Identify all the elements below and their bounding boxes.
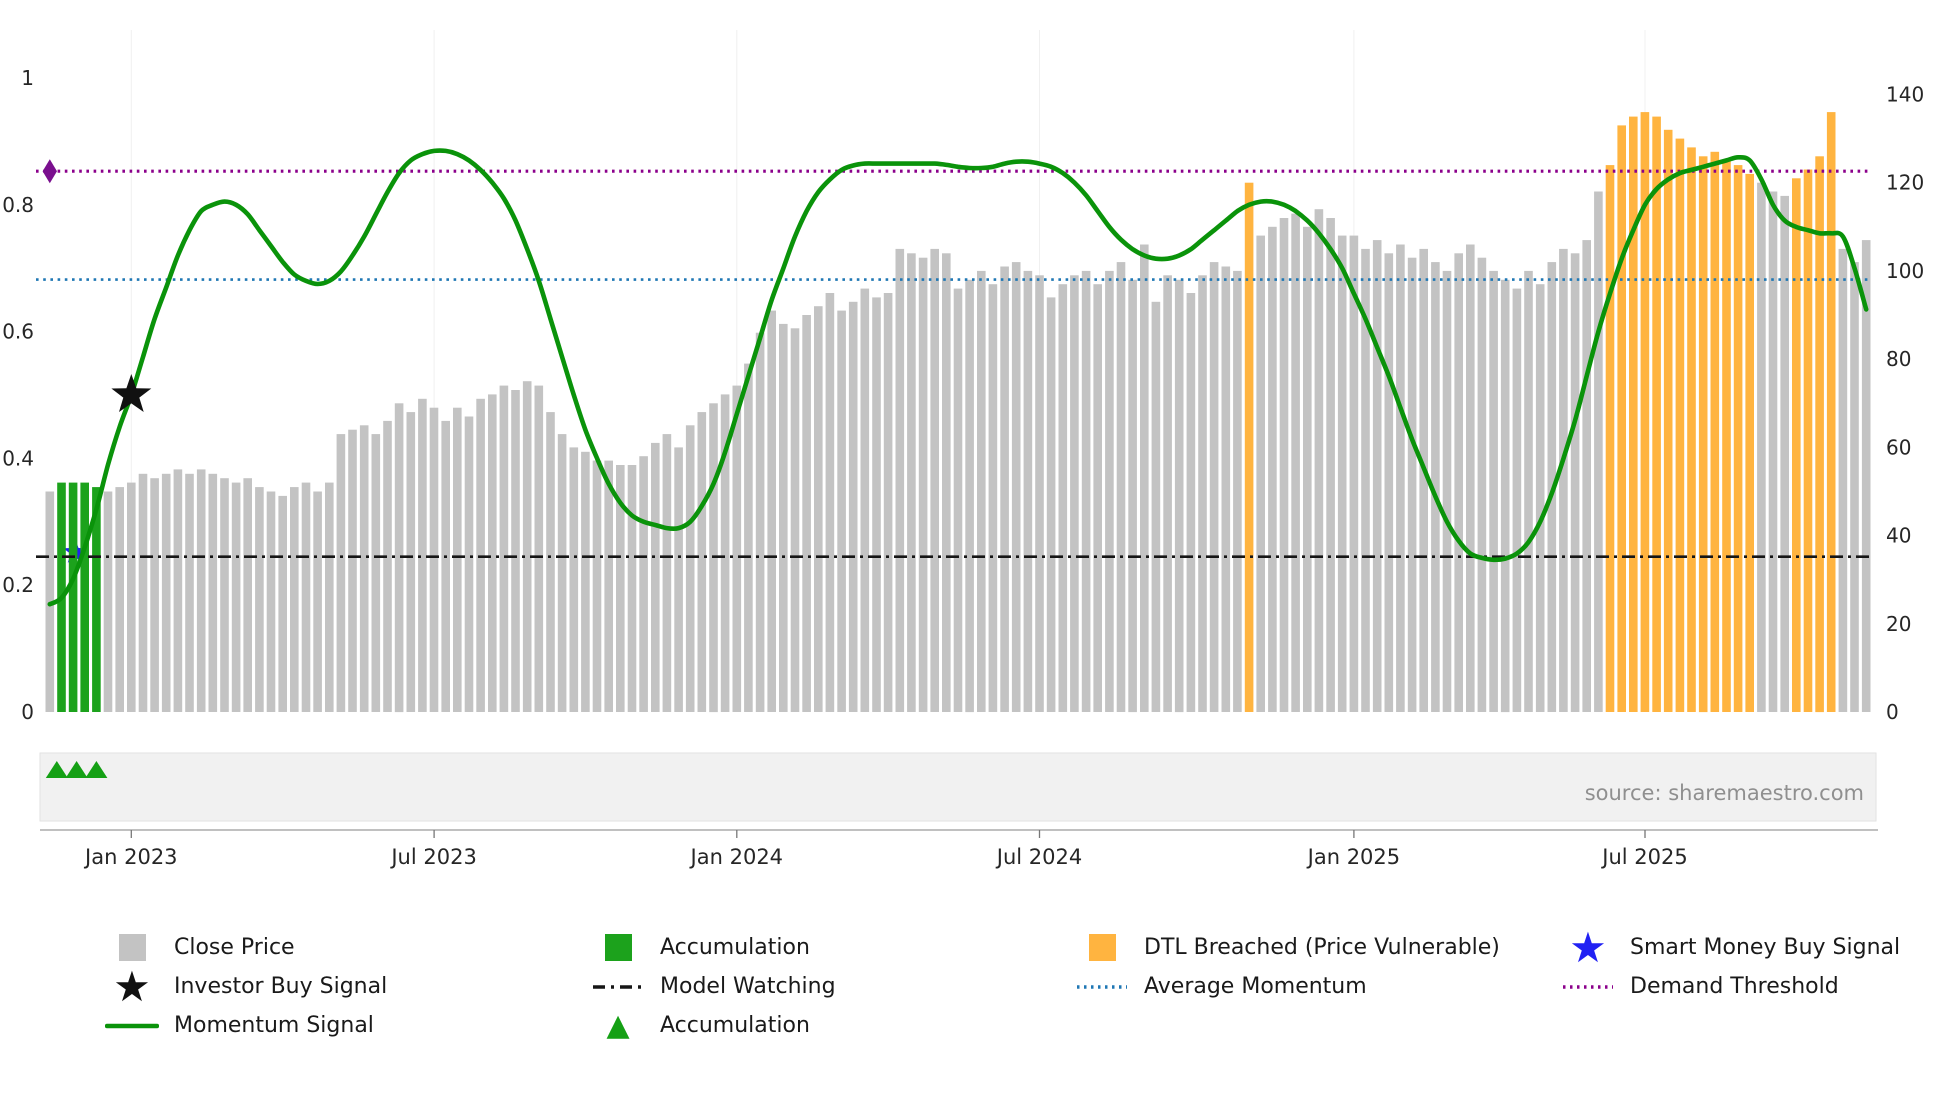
legend-label-average-momentum: Average Momentum [1144, 974, 1367, 999]
svg-text:80: 80 [1886, 347, 1911, 371]
investor-buy-signal-star-icon: ★ [113, 961, 151, 1011]
x-axis: Jan 2023 Jul 2023 Jan 2024 Jul 2024 Jan 2025… [40, 829, 1878, 869]
legend-item-accumulation-marker[interactable]: ▲ Accumulation [590, 1006, 836, 1045]
svg-text:100: 100 [1886, 259, 1924, 283]
svg-text:Jan 2023: Jan 2023 [83, 845, 178, 869]
svg-text:0.2: 0.2 [2, 573, 34, 597]
svg-text:40: 40 [1886, 524, 1911, 548]
right-axis-labels: 0 20 40 60 80 100 120 140 [1886, 83, 1924, 725]
legend-col-2: Accumulation Model Watching ▲ Accumulati… [590, 912, 836, 1045]
svg-text:Jul 2023: Jul 2023 [389, 845, 476, 869]
source-credit: source: sharemaestro.com [1585, 781, 1864, 805]
legend-label-model-watching: Model Watching [660, 974, 836, 999]
legend-col-3: DTL Breached (Price Vulnerable) Average … [1074, 912, 1500, 1006]
legend-item-demand-threshold[interactable]: Demand Threshold [1560, 967, 1900, 1006]
close-price-swatch [104, 934, 160, 961]
legend-item-investor-buy-signal[interactable]: ★ Investor Buy Signal [104, 961, 388, 1011]
accumulation-triangle-icon: ▲ [606, 1007, 630, 1043]
legend-item-momentum-signal[interactable]: Momentum Signal [104, 1006, 387, 1045]
momentum-line [47, 148, 1869, 607]
smart-money-buy-signal-star-icon: ★ [1569, 922, 1607, 972]
svg-text:0.4: 0.4 [2, 446, 34, 470]
svg-text:0.6: 0.6 [2, 320, 34, 344]
momentum-signal-line-icon [104, 1021, 160, 1031]
dtl-breached-swatch [1074, 934, 1130, 961]
legend: Close Price ★ Investor Buy Signal Moment… [0, 912, 1960, 1092]
demand-threshold-line-icon [1560, 982, 1616, 992]
svg-text:60: 60 [1886, 435, 1911, 459]
legend-label-investor-buy-signal: Investor Buy Signal [174, 974, 388, 999]
svg-text:Jul 2024: Jul 2024 [995, 845, 1082, 869]
legend-item-model-watching[interactable]: Model Watching [590, 967, 836, 1006]
legend-col-1: Close Price ★ Investor Buy Signal Moment… [104, 912, 387, 1045]
accumulation-swatch [590, 934, 646, 961]
legend-label-momentum-signal: Momentum Signal [174, 1013, 374, 1038]
svg-text:120: 120 [1886, 171, 1924, 195]
svg-text:Jan 2025: Jan 2025 [1306, 845, 1401, 869]
svg-text:0: 0 [21, 700, 34, 724]
average-momentum-line-icon [1074, 982, 1130, 992]
svg-text:0: 0 [1886, 700, 1899, 724]
svg-text:Jul 2025: Jul 2025 [1600, 845, 1687, 869]
legend-item-accumulation-bar[interactable]: Accumulation [590, 928, 836, 967]
left-axis-labels: 0 0.2 0.4 0.6 0.8 1 [2, 66, 34, 724]
investor-buy-signal-marker [111, 374, 152, 412]
svg-text:Jan 2024: Jan 2024 [689, 845, 784, 869]
svg-text:20: 20 [1886, 612, 1911, 636]
demand-threshold-marker-marker [42, 159, 57, 184]
legend-col-4: ★ Smart Money Buy Signal Demand Threshol… [1560, 912, 1900, 1006]
legend-label-smart-money-buy-signal: Smart Money Buy Signal [1630, 935, 1901, 960]
close-price-bars [45, 112, 1871, 713]
legend-label-close-price: Close Price [174, 935, 295, 960]
model-watching-line-icon [590, 982, 646, 992]
svg-text:1: 1 [21, 66, 34, 90]
accumulation-triangle-markers [45, 761, 108, 778]
legend-label-demand-threshold: Demand Threshold [1630, 974, 1839, 999]
legend-item-average-momentum[interactable]: Average Momentum [1074, 967, 1500, 1006]
legend-item-close-price[interactable]: Close Price [104, 928, 387, 967]
svg-text:140: 140 [1886, 83, 1924, 107]
legend-label-dtl-breached: DTL Breached (Price Vulnerable) [1144, 935, 1500, 960]
legend-label-accumulation-bar: Accumulation [660, 935, 810, 960]
price-momentum-chart: source: sharemaestro.com Jan 2023 Jul 2023… [2, 30, 1924, 869]
legend-label-accumulation-marker: Accumulation [660, 1013, 810, 1038]
svg-text:0.8: 0.8 [2, 193, 34, 217]
legend-item-dtl-breached[interactable]: DTL Breached (Price Vulnerable) [1074, 928, 1500, 967]
legend-item-smart-money-buy-signal[interactable]: ★ Smart Money Buy Signal [1560, 922, 1901, 972]
rangeslider[interactable] [39, 752, 1877, 822]
